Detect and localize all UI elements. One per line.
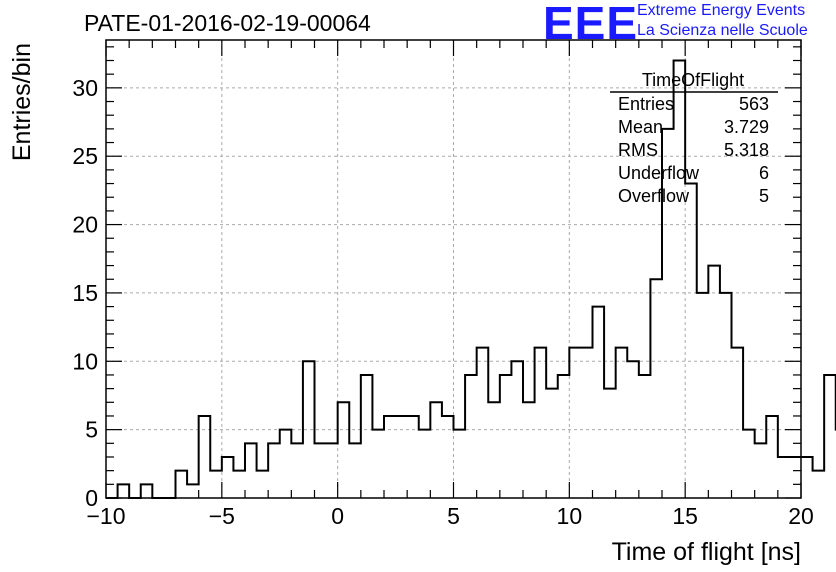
x-axis-title: Time of flight [ns] bbox=[612, 538, 801, 566]
grid-layer bbox=[106, 40, 801, 498]
stats-underflow-label: Underflow bbox=[618, 163, 700, 183]
histogram-line bbox=[106, 59, 836, 499]
y-tick-label: 0 bbox=[85, 485, 98, 511]
y-tick-label: 5 bbox=[85, 417, 98, 443]
x-tick-label: 0 bbox=[331, 503, 344, 529]
x-tick-label: −10 bbox=[86, 503, 125, 529]
y-axis-title: Entries/bin bbox=[8, 43, 36, 161]
eee-logo-line2: La Scienza nelle Scuole bbox=[637, 22, 808, 39]
stats-box-name: TimeOfFlight bbox=[642, 70, 744, 90]
y-tick-label: 30 bbox=[72, 75, 98, 101]
y-tick-label: 25 bbox=[72, 143, 98, 169]
eee-logo: EEE bbox=[543, 0, 639, 49]
eee-logo-line1: Extreme Energy Events bbox=[637, 2, 806, 19]
stats-rms-value: 5.318 bbox=[724, 140, 769, 160]
y-tick-label: 10 bbox=[72, 348, 98, 374]
x-tick-label: 5 bbox=[447, 503, 460, 529]
stats-underflow-value: 6 bbox=[759, 163, 769, 183]
stats-entries-label: Entries bbox=[618, 94, 674, 114]
stats-box: TimeOfFlight Entries 563 Mean 3.729 RMS … bbox=[610, 70, 778, 206]
y-tick-label: 15 bbox=[72, 280, 98, 306]
y-axis-tick-labels: 0 5 10 15 20 25 30 bbox=[72, 75, 98, 511]
x-tick-label: 20 bbox=[788, 503, 814, 529]
plot-title: PATE-01-2016-02-19-00064 bbox=[84, 10, 371, 36]
x-tick-label: 10 bbox=[557, 503, 583, 529]
stats-mean-label: Mean bbox=[618, 117, 663, 137]
stats-mean-value: 3.729 bbox=[724, 117, 769, 137]
stats-rms-label: RMS bbox=[618, 140, 658, 160]
stats-overflow-label: Overflow bbox=[618, 186, 690, 206]
x-tick-label: 15 bbox=[672, 503, 698, 529]
axis-ticks bbox=[105, 40, 802, 499]
x-tick-label: −5 bbox=[209, 503, 235, 529]
stats-entries-value: 563 bbox=[739, 94, 769, 114]
y-tick-label: 20 bbox=[72, 212, 98, 238]
stats-overflow-value: 5 bbox=[759, 186, 769, 206]
x-axis-tick-labels: −10 −5 0 5 10 15 20 bbox=[86, 503, 813, 529]
